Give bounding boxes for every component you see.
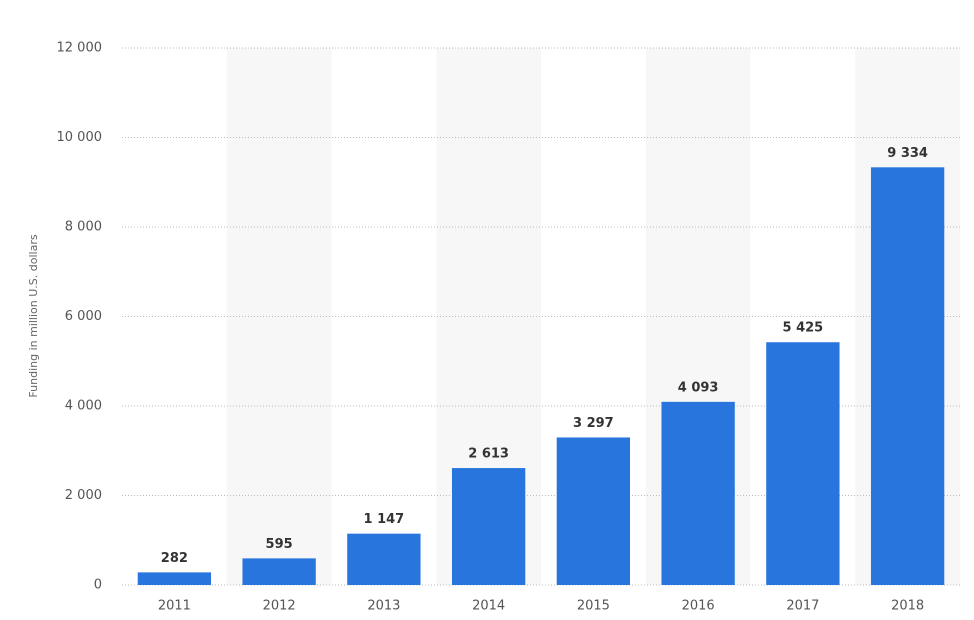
value-label: 2 613	[468, 447, 509, 462]
x-tick-label: 2012	[263, 599, 296, 614]
y-axis-label: Funding in million U.S. dollars	[27, 234, 40, 397]
x-tick-label: 2016	[682, 599, 715, 614]
y-tick-label: 2 000	[65, 488, 102, 503]
x-tick-label: 2018	[891, 599, 924, 614]
value-label: 1 147	[364, 512, 405, 527]
value-label: 4 093	[678, 380, 719, 395]
bar	[766, 342, 840, 585]
value-label: 595	[266, 537, 293, 552]
bar	[137, 572, 212, 585]
y-tick-label: 4 000	[65, 399, 102, 414]
y-tick-label: 0	[94, 578, 102, 593]
bar	[870, 167, 945, 585]
bar	[347, 533, 421, 585]
value-label: 282	[161, 551, 188, 566]
y-tick-label: 12 000	[57, 41, 103, 56]
value-label: 3 297	[573, 416, 614, 431]
value-label: 9 334	[887, 146, 928, 161]
y-tick-label: 8 000	[65, 220, 102, 235]
x-tick-label: 2013	[367, 599, 400, 614]
y-tick-label: 10 000	[57, 130, 103, 145]
bar	[661, 401, 735, 585]
bar	[242, 558, 316, 585]
value-label: 5 425	[783, 321, 824, 336]
x-tick-label: 2011	[158, 599, 191, 614]
bar	[556, 437, 631, 585]
y-tick-label: 6 000	[65, 309, 102, 324]
x-tick-label: 2014	[472, 599, 505, 614]
x-tick-label: 2015	[577, 599, 610, 614]
bar	[451, 468, 526, 585]
x-tick-label: 2017	[786, 599, 819, 614]
